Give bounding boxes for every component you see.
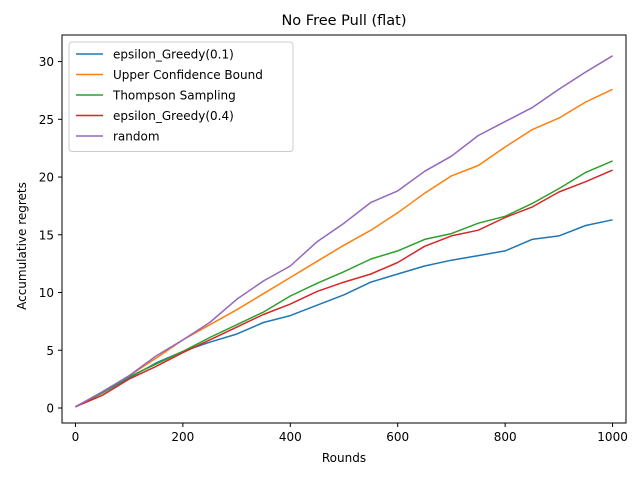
- y-axis-label: Accumulative regrets: [15, 182, 29, 310]
- legend-label: epsilon_Greedy(0.4): [113, 109, 234, 123]
- plot-frame: [61, 34, 627, 424]
- series-line-1: [75, 219, 613, 408]
- series-line-3: [75, 160, 613, 408]
- x-axis-label: Rounds: [322, 451, 366, 465]
- legend-label: random: [113, 130, 160, 144]
- y-tick-label: 5: [46, 344, 54, 358]
- axis-ticks: 0 200 400 600 800 1000 0 5 10 15 20 25 30: [39, 55, 628, 444]
- legend-label: epsilon_Greedy(0.1): [113, 48, 234, 62]
- series-line-5: [75, 55, 613, 408]
- x-tick-label: 800: [494, 430, 517, 444]
- x-tick-label: 1000: [597, 430, 628, 444]
- y-tick-label: 10: [39, 286, 54, 300]
- legend-label: Thompson Sampling: [112, 89, 236, 103]
- chart-title: No Free Pull (flat): [281, 13, 406, 29]
- legend: epsilon_Greedy(0.1) Upper Confidence Boun…: [68, 41, 294, 152]
- y-tick-label: 20: [39, 171, 54, 185]
- x-tick-label: 600: [386, 430, 409, 444]
- series-lines: [75, 55, 613, 408]
- x-tick-label: 400: [279, 430, 302, 444]
- series-line-4: [75, 169, 613, 408]
- y-tick-label: 15: [39, 228, 54, 242]
- x-tick-label: 0: [72, 430, 80, 444]
- y-tick-label: 0: [46, 401, 54, 415]
- series-line-2: [75, 88, 613, 408]
- y-tick-label: 25: [39, 113, 54, 127]
- y-tick-label: 30: [39, 55, 54, 69]
- x-tick-label: 200: [171, 430, 194, 444]
- legend-label: Upper Confidence Bound: [113, 68, 263, 82]
- legend-box: [68, 41, 294, 152]
